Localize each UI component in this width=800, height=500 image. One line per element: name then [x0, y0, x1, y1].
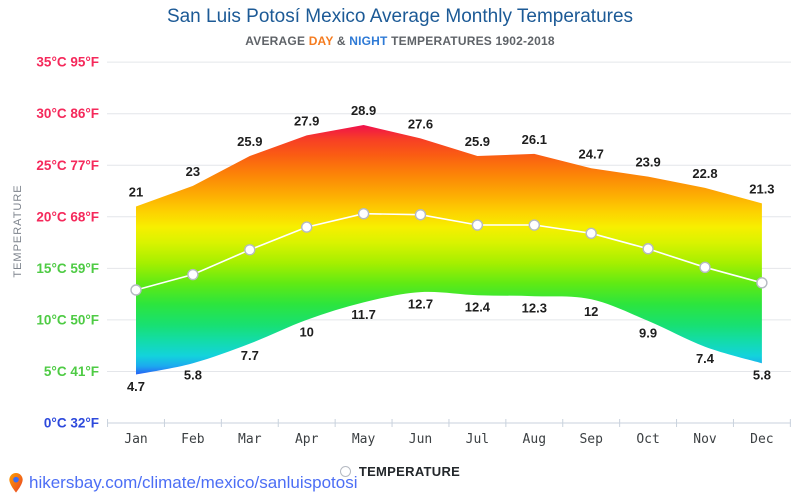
month-label: Mar — [238, 432, 262, 447]
night-value-label: 7.7 — [241, 348, 259, 363]
average-marker — [130, 284, 142, 296]
legend-marker-icon — [339, 466, 351, 477]
y-axis-tick-label: 25°C 77°F — [36, 158, 99, 173]
night-value-label: 4.7 — [127, 379, 145, 394]
y-axis-tick-label: 35°C 95°F — [36, 55, 99, 70]
day-value-label: 27.9 — [294, 113, 319, 128]
temperature-band — [136, 125, 762, 375]
y-axis-tick-label: 20°C 68°F — [36, 209, 99, 224]
temperature-chart: 35°C 95°F 30°C 86°F 25°C 77°F 20°C 68°F 15°C… — [12, 55, 791, 447]
chart-legend[interactable]: TEMPERATURE — [0, 464, 800, 479]
day-value-label: 21.3 — [749, 181, 774, 196]
month-label: Sep — [579, 432, 603, 447]
night-value-label: 12.3 — [522, 301, 547, 316]
night-value-label: 5.8 — [184, 368, 202, 383]
month-label: Oct — [636, 432, 659, 447]
night-value-label: 12.4 — [465, 300, 491, 315]
map-pin-icon — [9, 473, 23, 493]
y-axis-tick-label: 0°C 32°F — [44, 416, 99, 431]
average-line — [135, 212, 763, 291]
average-marker — [187, 268, 199, 281]
day-value-label: 27.6 — [408, 116, 433, 131]
average-marker — [699, 261, 711, 274]
month-label: Dec — [750, 432, 773, 447]
night-value-label: 12 — [584, 304, 598, 319]
legend-label: TEMPERATURE — [358, 464, 461, 479]
footer: hikersbay.com/climate/mexico/sanluispoto… — [6, 472, 357, 494]
average-marker — [357, 208, 370, 220]
day-value-label: 26.1 — [522, 132, 547, 147]
month-label: Jan — [124, 432, 147, 447]
day-value-label: 22.8 — [692, 166, 717, 181]
subtitle-day: DAY — [305, 34, 337, 48]
day-value-label: 25.9 — [465, 134, 490, 149]
average-marker — [585, 227, 597, 239]
month-label: Feb — [181, 432, 205, 447]
chart-subtitle: AVERAGE DAY & NIGHT TEMPERATURES 1902-20… — [0, 34, 800, 48]
month-label: Jun — [409, 432, 432, 447]
average-marker — [301, 221, 313, 233]
average-marker — [756, 277, 768, 289]
subtitle-amp: & — [336, 34, 350, 48]
y-axis-tick-label: 10°C 50°F — [36, 312, 99, 327]
average-marker — [642, 243, 654, 255]
subtitle-rest: TEMPERATURES 1902-2018 — [387, 34, 555, 48]
month-label: Jul — [466, 432, 489, 447]
subtitle-average: AVERAGE — [245, 34, 306, 48]
night-value-label: 10 — [299, 324, 313, 339]
night-value-label: 9.9 — [639, 325, 657, 340]
y-axis-title: TEMPERATURE — [12, 184, 24, 277]
night-value-label: 7.4 — [696, 351, 715, 366]
average-marker — [414, 209, 427, 221]
day-value-label: 21 — [129, 184, 143, 199]
night-value-label: 5.8 — [753, 368, 771, 383]
night-value-label: 12.7 — [408, 297, 433, 312]
day-value-label: 23 — [186, 164, 200, 179]
night-value-label: 11.7 — [351, 307, 376, 322]
day-value-label: 28.9 — [351, 103, 376, 118]
footer-link[interactable]: hikersbay.com/climate/mexico/sanluispoto… — [29, 473, 358, 492]
month-label: Aug — [523, 432, 546, 447]
y-axis-tick-label: 15°C 59°F — [36, 261, 99, 276]
day-value-label: 23.9 — [635, 155, 660, 170]
y-axis-tick-label: 5°C 41°F — [44, 364, 99, 379]
subtitle-night: NIGHT — [349, 34, 388, 48]
average-marker — [471, 219, 484, 231]
month-label: Apr — [295, 432, 319, 447]
average-marker — [244, 244, 256, 256]
month-label: May — [352, 432, 376, 447]
day-value-label: 24.7 — [579, 146, 604, 161]
day-value-label: 25.9 — [237, 134, 262, 149]
page-title: San Luis Potosí Mexico Average Monthly T… — [166, 6, 634, 27]
average-marker — [528, 219, 540, 231]
month-label: Nov — [693, 432, 717, 447]
y-axis-tick-label: 30°C 86°F — [36, 106, 99, 121]
